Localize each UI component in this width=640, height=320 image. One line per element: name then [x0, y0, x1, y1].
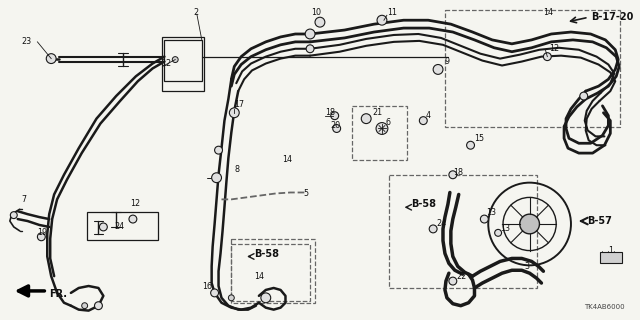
Text: B-58: B-58	[412, 199, 436, 209]
Circle shape	[377, 15, 387, 25]
Circle shape	[481, 215, 488, 223]
Circle shape	[495, 229, 502, 236]
Bar	[231, 239, 315, 303]
Text: 10: 10	[311, 8, 321, 17]
Circle shape	[99, 223, 108, 231]
Bar	[231, 244, 310, 301]
Text: FR.: FR.	[49, 289, 67, 299]
Text: B-58: B-58	[254, 249, 279, 259]
Text: 3: 3	[525, 262, 530, 271]
Bar	[164, 40, 202, 81]
Text: 15: 15	[474, 134, 484, 143]
Circle shape	[331, 112, 339, 120]
Circle shape	[376, 123, 388, 134]
Text: 11: 11	[387, 8, 397, 17]
Text: 17: 17	[234, 100, 244, 109]
Circle shape	[46, 54, 56, 64]
Bar	[86, 212, 157, 240]
Text: 4: 4	[425, 111, 430, 120]
Circle shape	[129, 215, 137, 223]
Circle shape	[211, 289, 218, 297]
Circle shape	[37, 233, 45, 241]
Text: 13: 13	[500, 224, 510, 233]
Text: 5: 5	[303, 189, 308, 198]
Circle shape	[261, 293, 271, 303]
Text: 1: 1	[609, 246, 613, 255]
Circle shape	[10, 212, 17, 219]
Circle shape	[543, 53, 551, 60]
Circle shape	[333, 124, 340, 132]
Circle shape	[212, 173, 221, 183]
Circle shape	[433, 65, 443, 74]
Text: 18: 18	[453, 168, 463, 177]
Circle shape	[449, 277, 457, 285]
Text: 21: 21	[372, 108, 382, 117]
Text: 24: 24	[436, 220, 446, 228]
Circle shape	[467, 141, 474, 149]
Text: 16: 16	[202, 282, 212, 291]
Circle shape	[82, 303, 88, 309]
Circle shape	[419, 117, 428, 124]
Text: 14: 14	[282, 156, 292, 164]
Bar	[600, 252, 622, 263]
Text: 14: 14	[543, 8, 554, 17]
Text: 12: 12	[161, 59, 172, 68]
Text: 8: 8	[234, 165, 239, 174]
Text: 2: 2	[193, 8, 198, 17]
Bar	[353, 106, 406, 160]
Text: 24: 24	[114, 222, 124, 231]
Text: 22: 22	[457, 272, 467, 281]
Text: 14: 14	[254, 272, 264, 281]
Text: 9: 9	[445, 57, 450, 66]
Text: 19: 19	[37, 228, 47, 237]
Circle shape	[172, 57, 178, 62]
Text: 18: 18	[325, 108, 335, 117]
Text: 12: 12	[549, 44, 559, 53]
Text: 6: 6	[386, 118, 391, 127]
Circle shape	[229, 108, 239, 118]
Text: B-57: B-57	[587, 216, 612, 226]
Circle shape	[449, 171, 457, 179]
Text: B-17-20: B-17-20	[591, 12, 633, 22]
Text: 23: 23	[21, 37, 31, 46]
Bar	[163, 37, 204, 91]
Circle shape	[228, 295, 234, 301]
Circle shape	[305, 29, 315, 39]
Text: 20: 20	[331, 121, 341, 130]
Circle shape	[315, 17, 325, 27]
Circle shape	[214, 146, 223, 154]
Circle shape	[429, 225, 437, 233]
Circle shape	[95, 302, 102, 310]
Text: 13: 13	[486, 208, 496, 217]
Circle shape	[306, 45, 314, 53]
Circle shape	[520, 214, 540, 234]
Circle shape	[580, 92, 588, 100]
Bar	[445, 10, 620, 126]
Text: 7: 7	[22, 195, 27, 204]
Bar	[389, 175, 536, 288]
Circle shape	[361, 114, 371, 124]
Text: TK4AB6000: TK4AB6000	[584, 304, 625, 310]
Text: 12: 12	[130, 199, 140, 208]
